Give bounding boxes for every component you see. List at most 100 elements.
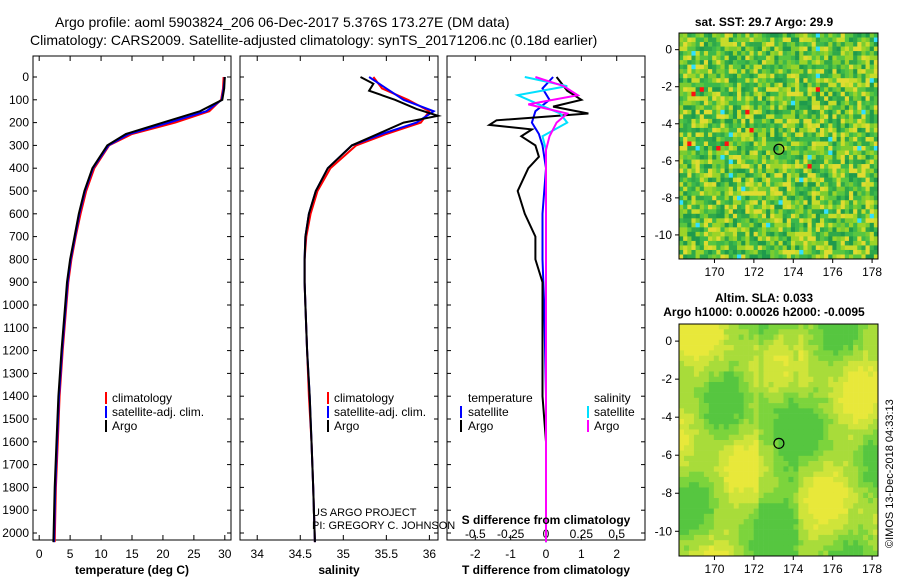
map-cell: [728, 249, 734, 255]
map-cell: [811, 168, 817, 174]
map-cell: [691, 100, 696, 106]
legend3-temperature-title: temperature: [468, 391, 533, 405]
map-cell: [766, 168, 771, 174]
map-cell: [724, 136, 730, 142]
map-cell: [713, 513, 720, 520]
map-cell: [712, 105, 717, 111]
map-cell: [840, 105, 846, 111]
map-cell: [853, 329, 859, 335]
map-cell: [857, 249, 862, 255]
map-cell: [808, 450, 814, 457]
map-cell: [687, 186, 692, 192]
map-cell: [695, 55, 701, 61]
map-cell: [743, 508, 749, 515]
map-cell: [848, 127, 854, 133]
map-cell: [679, 471, 685, 478]
map-cell: [828, 46, 833, 52]
map-cell: [857, 96, 862, 102]
map-cell: [832, 127, 837, 133]
map-cell: [868, 418, 874, 425]
map-cell: [778, 218, 783, 224]
map-cell: [691, 78, 696, 84]
map-cell: [766, 64, 771, 70]
map-cell: [803, 146, 808, 151]
map-cell: [738, 387, 744, 393]
map-cell: [728, 366, 735, 372]
map-cell: [733, 445, 739, 451]
map-cell: [793, 392, 799, 399]
map-cell: [808, 545, 814, 552]
map-cell: [840, 60, 846, 65]
map-cell: [708, 413, 715, 420]
map-cell: [703, 366, 710, 372]
map-cell: [763, 461, 769, 467]
map-cell: [753, 249, 759, 255]
map-cell: [783, 471, 789, 478]
map-cell: [724, 227, 730, 233]
map-cell: [808, 424, 814, 430]
map-cell: [786, 141, 792, 147]
map-cell: [732, 222, 738, 228]
map-cell: [703, 177, 709, 183]
map-cell: [873, 168, 879, 174]
map-cell: [828, 440, 834, 446]
map-cell: [712, 231, 717, 237]
map-cell: [853, 69, 858, 74]
map-cell: [774, 136, 779, 142]
map-cell: [703, 231, 709, 237]
map-cell: [836, 218, 841, 224]
map-cell: [795, 69, 800, 74]
map-cell: [757, 222, 763, 228]
map-cell: [753, 366, 759, 372]
map-cell: [783, 524, 789, 530]
map-cell: [679, 51, 684, 56]
map-cell: [833, 355, 839, 362]
map-cell: [873, 418, 879, 425]
map-cell: [848, 513, 854, 520]
map-cell: [815, 182, 821, 187]
map-cell: [790, 46, 796, 52]
map-cell: [749, 141, 754, 147]
map-cell: [863, 450, 869, 457]
map-cell: [753, 64, 759, 70]
map-cell: [863, 345, 869, 351]
map-cell: [683, 82, 688, 88]
map-cell: [679, 195, 684, 201]
map-cell: [733, 455, 739, 462]
map-cell: [687, 118, 692, 124]
map-cell: [716, 218, 721, 224]
map-cell: [807, 69, 812, 74]
map-cell: [743, 366, 749, 372]
map-cell: [749, 231, 754, 237]
map-cell: [848, 182, 854, 187]
map-cell: [699, 87, 705, 93]
map-cell: [683, 329, 690, 335]
map-cell: [858, 466, 864, 472]
map-cell: [795, 150, 800, 156]
map-cell: [691, 42, 696, 47]
map-cell: [815, 46, 821, 52]
map-cell: [803, 69, 808, 74]
map-cell: [873, 109, 879, 115]
map-cell: [757, 123, 763, 129]
map-cell: [737, 173, 742, 178]
map-cell: [737, 87, 742, 93]
map-cell: [863, 324, 869, 330]
map-cell: [782, 177, 788, 183]
map-cell: [782, 245, 788, 251]
map-cell: [718, 376, 725, 383]
map-cell: [828, 182, 833, 187]
map-cell: [868, 408, 874, 414]
map-cell: [778, 60, 783, 65]
map-cell: [723, 334, 730, 341]
map-cell: [723, 350, 730, 356]
map-cell: [828, 545, 834, 552]
map-cell: [757, 200, 763, 206]
map-cell: [745, 227, 750, 233]
map-cell: [807, 87, 812, 93]
map-cell: [861, 245, 866, 251]
map-cell: [728, 227, 734, 233]
map-cell: [786, 100, 792, 106]
map-cell: [753, 227, 759, 233]
map-cell: [723, 339, 730, 346]
